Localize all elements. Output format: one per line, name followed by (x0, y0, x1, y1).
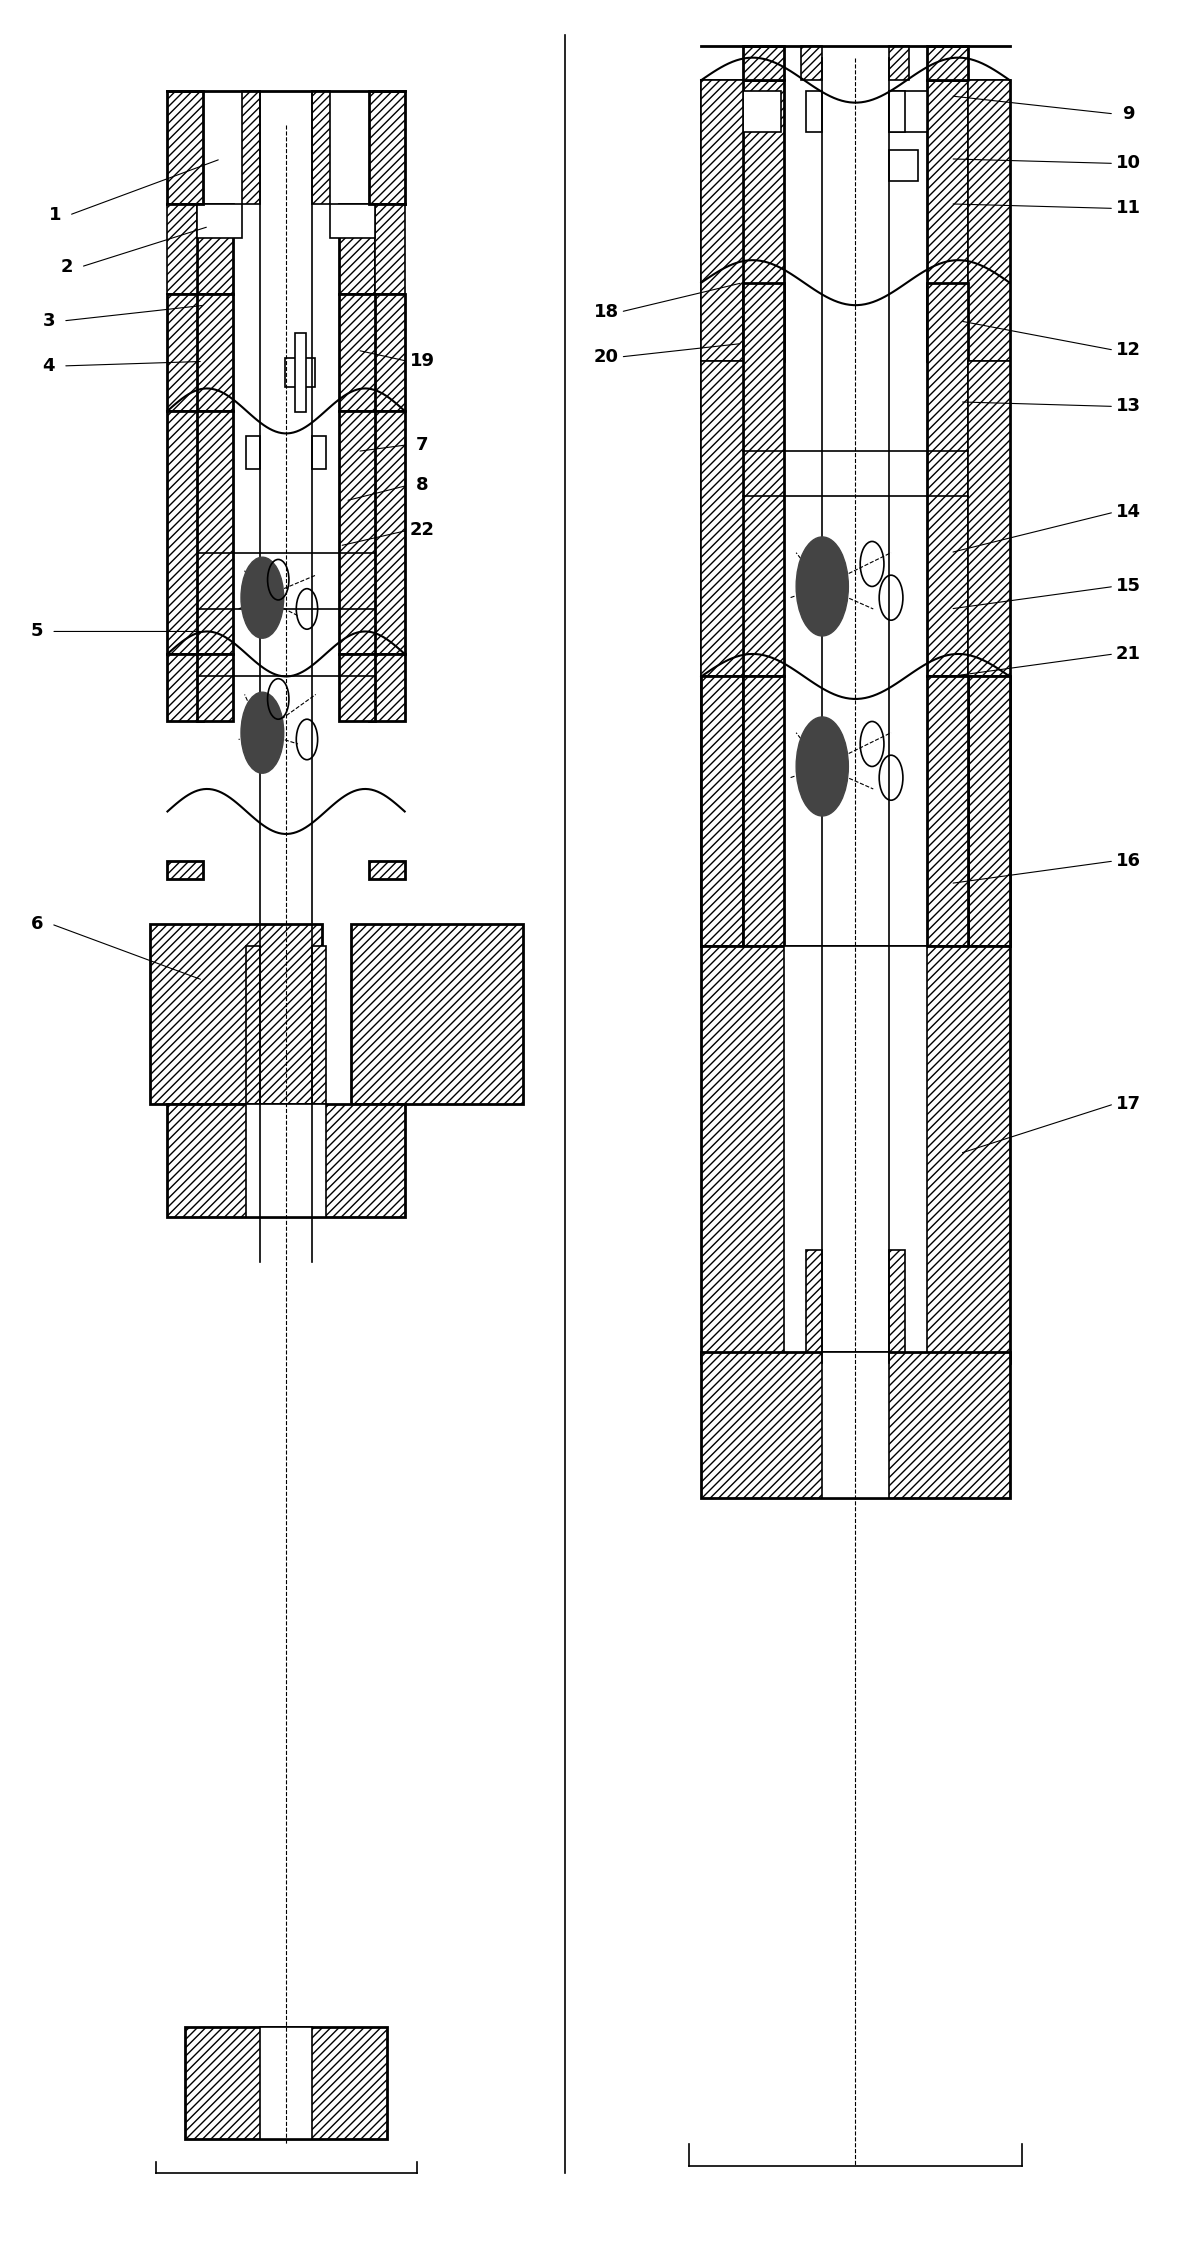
Bar (313, 92, 331, 205)
Text: 12: 12 (1115, 340, 1140, 358)
Bar (369, 92, 404, 205)
Bar (806, 1250, 823, 1408)
Circle shape (797, 536, 849, 635)
Bar (197, 205, 233, 293)
Bar (702, 1352, 1009, 1498)
Text: 20: 20 (593, 347, 618, 365)
Bar (785, 946, 926, 1363)
Bar (168, 410, 203, 653)
Bar (375, 205, 404, 293)
Bar (285, 358, 315, 388)
Bar (702, 81, 743, 946)
Text: 1: 1 (49, 207, 61, 223)
Bar (369, 410, 404, 653)
Text: 6: 6 (31, 915, 43, 933)
Bar (743, 81, 785, 360)
Bar (369, 861, 404, 879)
Bar (340, 653, 375, 721)
Bar (260, 2028, 313, 2138)
Circle shape (241, 692, 284, 773)
Text: 10: 10 (1115, 155, 1140, 173)
Bar (168, 293, 203, 410)
Bar (168, 205, 197, 293)
Bar (801, 47, 823, 81)
Bar (702, 81, 743, 360)
Bar (340, 205, 375, 293)
Bar (168, 1104, 404, 1217)
Bar (351, 924, 523, 1104)
Bar (369, 293, 404, 410)
Text: 11: 11 (1115, 201, 1140, 216)
Text: 17: 17 (1115, 1095, 1140, 1113)
Bar (331, 205, 375, 237)
Bar (369, 653, 404, 721)
Bar (185, 2028, 386, 2138)
Bar (295, 333, 306, 412)
Bar (926, 676, 968, 946)
Bar (246, 435, 260, 469)
Bar (197, 293, 233, 410)
Circle shape (241, 556, 284, 638)
Bar (926, 81, 968, 360)
Bar (246, 1104, 327, 1217)
Text: 8: 8 (416, 475, 429, 493)
Bar (340, 293, 375, 410)
Circle shape (797, 716, 849, 816)
Bar (926, 282, 968, 676)
Bar (243, 92, 260, 205)
Bar (968, 81, 1009, 946)
Bar (888, 151, 918, 182)
Bar (168, 861, 203, 879)
Bar (743, 282, 785, 676)
Bar (968, 676, 1009, 946)
Bar (197, 205, 243, 237)
Bar (197, 410, 233, 653)
Bar (743, 676, 785, 946)
Bar (743, 47, 785, 81)
Bar (197, 653, 233, 721)
Bar (168, 92, 203, 205)
Text: 4: 4 (43, 356, 55, 374)
Bar (823, 1352, 888, 1498)
Text: 21: 21 (1115, 644, 1140, 662)
Text: 13: 13 (1115, 397, 1140, 415)
Text: 22: 22 (410, 520, 435, 538)
Bar (806, 92, 823, 133)
Bar (888, 1250, 905, 1408)
Bar (968, 360, 1009, 676)
Text: 5: 5 (31, 622, 43, 640)
Bar (968, 81, 1009, 360)
Text: 7: 7 (416, 435, 429, 453)
Bar (313, 435, 326, 469)
Bar (150, 924, 322, 1104)
Bar (702, 360, 743, 676)
Bar (926, 47, 968, 81)
Text: 2: 2 (61, 257, 73, 275)
Bar (702, 946, 1009, 1363)
Bar (743, 92, 781, 133)
Text: 14: 14 (1115, 502, 1140, 520)
Text: 18: 18 (593, 302, 619, 320)
Bar (702, 676, 743, 946)
Bar (246, 946, 260, 1217)
Text: 3: 3 (43, 311, 55, 329)
Text: 16: 16 (1115, 852, 1140, 870)
Bar (888, 92, 926, 133)
Text: 9: 9 (1122, 106, 1134, 124)
Bar (168, 653, 203, 721)
Bar (340, 410, 375, 653)
Bar (888, 47, 910, 81)
Text: 19: 19 (410, 351, 435, 369)
Bar (888, 92, 905, 133)
Bar (313, 946, 327, 1217)
Text: 15: 15 (1115, 577, 1140, 595)
